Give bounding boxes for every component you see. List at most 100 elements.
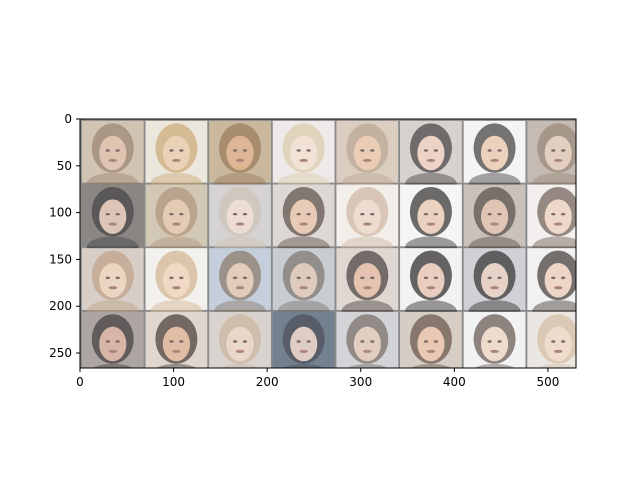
eye-shape	[296, 149, 301, 152]
face-shape	[99, 199, 127, 234]
eye-shape	[169, 149, 174, 152]
face-shape	[290, 199, 318, 234]
face-shape	[544, 326, 572, 362]
axes-frame	[79, 118, 577, 369]
face-shape	[226, 199, 254, 234]
face-tile	[145, 120, 208, 196]
eye-shape	[179, 276, 184, 280]
eye-shape	[497, 149, 502, 152]
eye-shape	[115, 340, 120, 343]
eye-shape	[169, 340, 174, 343]
eye-shape	[433, 212, 439, 216]
tile-haze	[336, 120, 399, 183]
eye-shape	[497, 276, 502, 280]
mouth-shape	[426, 286, 436, 290]
face-tile	[272, 184, 335, 259]
tile-haze	[527, 184, 576, 247]
mouth-shape	[235, 158, 245, 162]
tile-haze	[400, 311, 462, 368]
mouth-shape	[490, 286, 499, 290]
mouth-shape	[172, 158, 181, 162]
tile-haze	[272, 248, 335, 310]
shoulders-shape	[346, 363, 388, 368]
face-shape	[417, 135, 445, 171]
face-tile	[336, 248, 399, 323]
eye-shape	[179, 149, 184, 152]
shoulders-shape	[92, 363, 134, 368]
x-tick-label: 200	[256, 375, 279, 389]
face-tile	[209, 311, 271, 368]
mouth-shape	[172, 222, 181, 226]
face-tile	[272, 311, 335, 368]
face-tile	[463, 184, 526, 259]
face-tile	[145, 311, 208, 368]
shoulders-shape	[537, 363, 576, 368]
tile-haze	[81, 311, 144, 368]
mouth-shape	[235, 222, 245, 226]
tile-haze	[527, 311, 576, 368]
eye-shape	[115, 212, 120, 216]
face-shape	[353, 263, 381, 298]
tile-haze	[463, 248, 526, 310]
mouth-shape	[108, 349, 118, 353]
face-shape	[353, 326, 381, 362]
mouth-shape	[426, 222, 436, 226]
face-shape	[99, 326, 127, 362]
face-shape	[544, 263, 572, 298]
eye-shape	[296, 212, 301, 216]
face-shape	[480, 199, 509, 234]
face-shape	[162, 326, 190, 362]
tile-haze	[527, 120, 576, 183]
mouth-shape	[108, 158, 118, 162]
mouth-shape	[553, 286, 563, 290]
face-tile	[81, 184, 144, 259]
mouth-shape	[490, 349, 499, 353]
mouth-shape	[299, 222, 308, 226]
face-shape	[544, 199, 572, 234]
face-tile	[81, 120, 144, 196]
eye-shape	[232, 340, 238, 343]
y-tick-label: 200	[49, 299, 72, 313]
face-tile	[400, 248, 462, 323]
face-tile	[145, 248, 208, 323]
mouth-shape	[362, 286, 372, 290]
eye-shape	[551, 340, 556, 343]
mouth-shape	[299, 349, 308, 353]
tile-haze	[145, 248, 208, 310]
eye-shape	[487, 340, 492, 343]
eye-shape	[232, 212, 238, 216]
face-shape	[480, 263, 509, 298]
tile-haze	[463, 311, 526, 368]
face-shape	[290, 135, 318, 171]
face-shape	[226, 263, 254, 298]
tile-haze	[527, 248, 576, 310]
x-tick-label: 300	[349, 375, 372, 389]
face-tile	[527, 248, 576, 323]
mouth-shape	[172, 349, 181, 353]
tile-haze	[81, 184, 144, 247]
x-tick-label: 500	[536, 375, 559, 389]
eye-shape	[306, 276, 311, 280]
tile-haze	[463, 120, 526, 183]
eye-shape	[179, 340, 184, 343]
mouth-shape	[235, 349, 245, 353]
tile-haze	[145, 120, 208, 183]
eye-shape	[433, 149, 439, 152]
tile-haze	[209, 311, 271, 368]
eye-shape	[296, 340, 301, 343]
tile-haze	[400, 120, 462, 183]
tile-haze	[272, 311, 335, 368]
eye-shape	[560, 149, 566, 152]
face-tile	[527, 184, 576, 259]
eye-shape	[360, 276, 365, 280]
y-tick-label: 50	[57, 159, 72, 173]
face-tile	[145, 184, 208, 259]
tile-haze	[209, 120, 271, 183]
face-tile	[400, 311, 462, 368]
face-shape	[162, 135, 190, 171]
face-shape	[480, 326, 509, 362]
face-shape	[353, 199, 381, 234]
eye-shape	[423, 212, 429, 216]
eye-shape	[115, 149, 120, 152]
